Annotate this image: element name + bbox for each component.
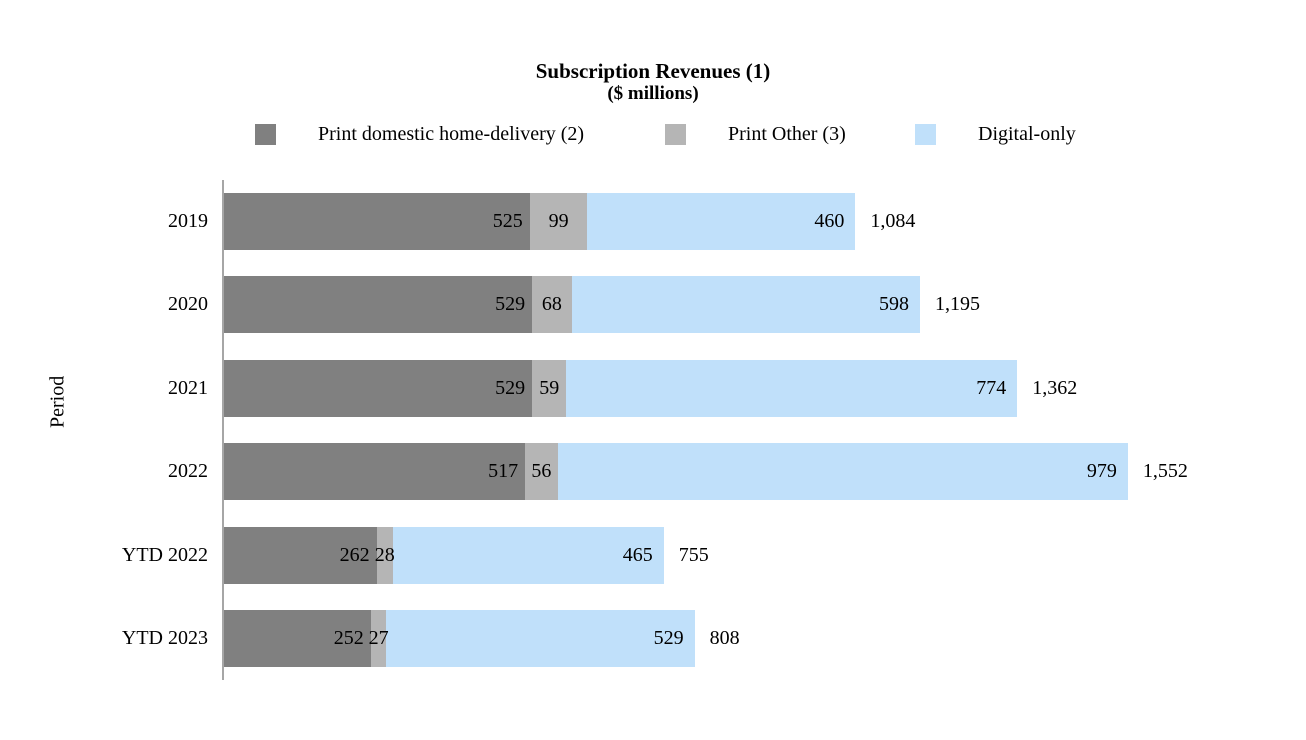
bar-segment: 774 — [566, 360, 1018, 417]
total-value-label: 1,362 — [1032, 377, 1078, 399]
bar-segment: 59 — [532, 360, 567, 417]
legend-swatch-digital-only — [915, 123, 936, 145]
bar-segment: 529 — [224, 276, 533, 333]
legend-item-print-domestic: Print domestic home-delivery (2) — [255, 122, 584, 146]
total-value-label: 808 — [709, 627, 740, 649]
category-label-ytd-2022: YTD 2022 — [121, 544, 208, 566]
category-label-2022: 2022 — [168, 460, 208, 482]
total-value-label: 755 — [678, 544, 709, 566]
bar-row-2022: 517 56 979 1,552 — [224, 443, 1188, 500]
segment-value-label: 979 — [1086, 460, 1117, 482]
segment-value-label: 262 — [339, 544, 370, 566]
legend-label-digital-only: Digital-only — [978, 122, 1076, 145]
segment-value-label: 529 — [653, 627, 684, 649]
bar-segment: 460 — [587, 193, 856, 250]
bar-row-2019: 525 99 460 1,084 — [224, 193, 915, 250]
segment-value-label: 252 — [333, 627, 364, 649]
segment-value-label: 99 — [548, 210, 569, 232]
legend-swatch-print-domestic — [255, 123, 276, 145]
segment-value-label: 525 — [492, 210, 523, 232]
segment-value-label: 774 — [976, 377, 1007, 399]
segment-value-label: 598 — [878, 293, 909, 315]
legend-swatch-print-other — [665, 123, 686, 145]
segment-value-label: 529 — [495, 377, 526, 399]
segment-value-label: 517 — [488, 460, 519, 482]
bar-segment: 529 — [386, 610, 695, 667]
bar-segment: 99 — [529, 193, 588, 250]
bar-row-ytd-2023: 252 27 529 808 — [224, 610, 740, 667]
legend-label-print-domestic: Print domestic home-delivery (2) — [318, 122, 585, 145]
total-value-label: 1,084 — [870, 210, 916, 232]
bar-row-2020: 529 68 598 1,195 — [224, 276, 980, 333]
category-label-2021: 2021 — [168, 377, 208, 399]
segment-value-label: 460 — [814, 210, 845, 232]
bar-segment: 525 — [224, 193, 530, 250]
bar-segment: 27 — [368, 610, 389, 667]
category-label-2019: 2019 — [168, 210, 208, 232]
segment-value-label: 28 — [374, 544, 395, 566]
bar-segment: 465 — [392, 527, 664, 584]
bar-segment: 252 — [224, 610, 371, 667]
segment-value-label: 56 — [531, 460, 552, 482]
bar-segment: 517 — [224, 443, 526, 500]
bar-segment: 529 — [224, 360, 533, 417]
segment-value-label: 68 — [541, 293, 562, 315]
total-value-label: 1,552 — [1142, 460, 1188, 482]
bar-segment: 68 — [532, 276, 572, 333]
bar-row-2021: 529 59 774 1,362 — [224, 360, 1077, 417]
segment-value-label: 529 — [495, 293, 526, 315]
bar-row-ytd-2022: 262 28 465 755 — [224, 527, 709, 584]
bar-segment: 28 — [374, 527, 395, 584]
chart-title-block: Subscription Revenues (1) ($ millions) — [0, 60, 1306, 105]
y-axis-line — [222, 180, 224, 680]
bar-segment: 262 — [224, 527, 377, 584]
segment-value-label: 59 — [539, 377, 560, 399]
bar-segment: 56 — [525, 443, 558, 500]
category-label-ytd-2023: YTD 2023 — [121, 627, 208, 649]
total-value-label: 1,195 — [934, 293, 980, 315]
bar-segment: 979 — [557, 443, 1128, 500]
chart-subtitle: ($ millions) — [607, 83, 699, 104]
legend-label-print-other: Print Other (3) — [728, 122, 846, 145]
legend-item-digital-only: Digital-only — [915, 122, 1076, 146]
bar-segment: 598 — [571, 276, 920, 333]
chart-title: Subscription Revenues (1) — [535, 59, 771, 83]
segment-value-label: 465 — [622, 544, 653, 566]
category-label-2020: 2020 — [168, 293, 208, 315]
segment-value-label: 27 — [368, 627, 389, 649]
legend-item-print-other: Print Other (3) — [665, 122, 846, 146]
